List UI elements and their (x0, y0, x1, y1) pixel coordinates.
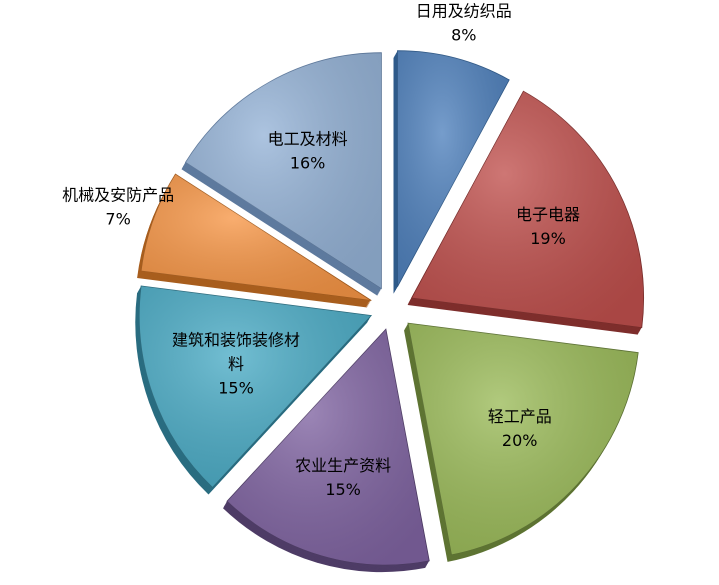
slice-label: 电子电器 19% (516, 205, 580, 248)
slice-category-label: 电子电器 (516, 205, 580, 224)
slice-percent-label: 7% (105, 209, 130, 228)
slice-category-label: 建筑和装饰装修材 (172, 331, 300, 350)
pie-slice-shading (185, 52, 382, 289)
slice-label: 电工及材料 16% (268, 130, 348, 173)
slice-percent-label: 19% (530, 229, 566, 248)
pie-slice-shading (227, 329, 430, 566)
slice-category-label: 机械及安防产品 (62, 185, 174, 204)
pie-slice-shading (411, 91, 644, 328)
slice-category-label: 轻工产品 (488, 407, 552, 426)
slice-category-label: 电工及材料 (268, 130, 348, 149)
pie-slice-shading (141, 174, 372, 301)
slice-percent-label: 15% (325, 480, 361, 499)
slice-percent-label: 8% (451, 25, 476, 44)
pie-slice-shading (397, 50, 510, 287)
pie-slice-shading (408, 323, 639, 555)
slice-percent-label: 15% (218, 379, 254, 398)
slice-category-label: 农业生产资料 (295, 456, 391, 475)
slice-category-label: 日用及纺织品 (416, 1, 512, 20)
slice-percent-label: 20% (502, 431, 538, 450)
slice-label: 机械及安防产品 7% (62, 185, 174, 228)
slice-label: 轻工产品 20% (488, 407, 552, 450)
slice-category-label: 料 (228, 355, 244, 374)
slice-percent-label: 16% (290, 154, 326, 173)
slice-label: 农业生产资料 15% (295, 456, 391, 499)
slice-label: 日用及纺织品 8% (416, 1, 512, 44)
slice-tops (138, 50, 644, 566)
pie-slice-shading (139, 285, 372, 488)
slice-labels: 日用及纺织品8%电子电器19%轻工产品20%农业生产资料15%建筑和装饰装修材料… (62, 1, 580, 499)
